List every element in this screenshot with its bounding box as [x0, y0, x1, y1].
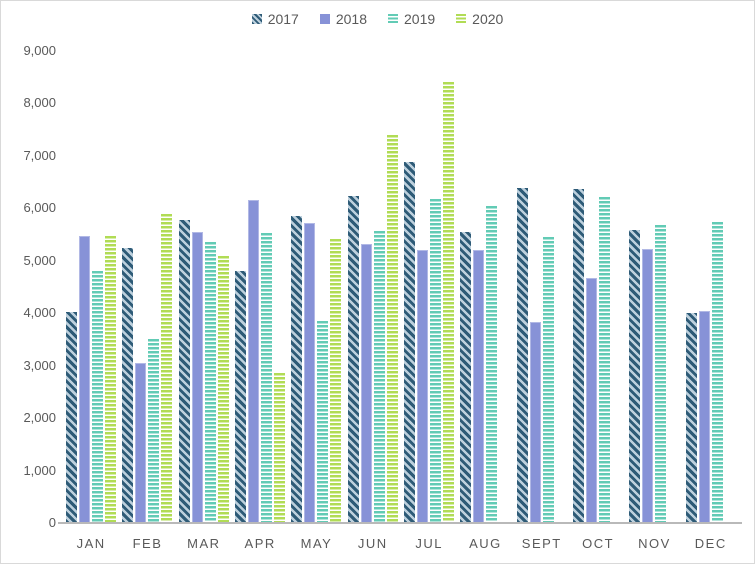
- bar-2020-jun: [386, 134, 398, 523]
- legend-label-2019: 2019: [404, 11, 436, 27]
- bar-group-mar: [176, 51, 232, 523]
- bar-2019-nov: [655, 225, 667, 523]
- legend-item-2020: 2020: [456, 12, 503, 26]
- bar-group-sept: [514, 51, 570, 523]
- bar-2017-may: [291, 216, 303, 523]
- y-tick-label: 8,000: [23, 95, 56, 111]
- y-tick-label: 2,000: [23, 410, 56, 426]
- bar-2019-apr: [261, 232, 273, 523]
- bar-group-apr: [232, 51, 288, 523]
- bar-2020-apr: [274, 372, 286, 523]
- bar-group-oct: [570, 51, 626, 523]
- x-label-jun: JUN: [357, 536, 388, 551]
- bar-2019-jun: [373, 231, 385, 523]
- legend-swatch-2018-icon: [319, 14, 330, 24]
- bar-2017-feb: [122, 248, 134, 523]
- bar-2019-may: [317, 321, 329, 523]
- plot-area: [63, 51, 739, 523]
- x-label-nov: NOV: [638, 536, 671, 551]
- x-label-apr: APR: [244, 536, 276, 551]
- x-label-aug: AUG: [469, 536, 502, 551]
- y-tick-label: 4,000: [23, 305, 56, 321]
- y-tick-label: 0: [48, 515, 56, 530]
- bar-2017-mar: [178, 220, 190, 523]
- legend-label-2017: 2017: [267, 11, 299, 27]
- bar-group-jun: [345, 51, 401, 523]
- bar-group-jul: [401, 51, 457, 523]
- bar-2018-oct: [586, 277, 598, 523]
- x-label-sept: SEPT: [521, 536, 562, 551]
- legend-swatch-2017-icon: [251, 14, 262, 24]
- bar-group-may: [288, 51, 344, 523]
- bar-2018-apr: [248, 200, 260, 523]
- y-tick-label: 1,000: [23, 462, 56, 478]
- bar-2018-jun: [360, 244, 372, 523]
- bar-2019-sept: [542, 237, 554, 523]
- bar-2018-mar: [191, 231, 203, 523]
- bar-2020-jan: [105, 235, 117, 523]
- bar-2019-dec: [711, 221, 723, 523]
- bar-group-nov: [626, 51, 682, 523]
- bar-2017-apr: [235, 271, 247, 523]
- legend-label-2018: 2018: [335, 11, 367, 27]
- bar-2020-jul: [443, 82, 455, 523]
- x-axis-line: [58, 522, 742, 524]
- bar-2020-feb: [161, 213, 173, 523]
- y-tick-label: 3,000: [23, 357, 56, 373]
- bar-2018-nov: [642, 248, 654, 523]
- bar-2017-jan: [66, 311, 78, 523]
- bar-group-aug: [457, 51, 513, 523]
- bar-2017-nov: [629, 229, 641, 523]
- bar-group-dec: [683, 51, 739, 523]
- bar-2017-dec: [685, 312, 697, 523]
- bar-2017-oct: [573, 188, 585, 523]
- y-tick-label: 5,000: [23, 252, 56, 268]
- y-axis: 0 1,000 2,000 3,000 4,000 5,000 6,000 7,000 8,00…: [1, 44, 56, 530]
- x-label-jan: JAN: [76, 536, 106, 551]
- x-axis: JAN FEB MAR APR MAY JUN JUL AUG SEPT OCT NOV DEC: [63, 535, 739, 553]
- x-label-mar: MAR: [187, 536, 221, 551]
- bar-2019-mar: [204, 242, 216, 523]
- bar-2019-jul: [430, 199, 442, 523]
- legend-item-2018: 2018: [319, 11, 367, 27]
- bar-2018-sept: [529, 321, 541, 523]
- y-tick-label: 7,000: [23, 147, 56, 163]
- y-tick-label: 9,000: [23, 43, 56, 58]
- x-label-oct: OCT: [582, 536, 615, 551]
- x-label-dec: DEC: [694, 536, 727, 551]
- bar-2018-feb: [135, 363, 147, 523]
- bar-2018-jul: [417, 250, 429, 523]
- bar-2019-oct: [599, 197, 611, 523]
- legend-item-2017: 2017: [251, 11, 299, 27]
- bar-2017-aug: [460, 232, 472, 523]
- bar-2018-aug: [473, 249, 485, 523]
- x-label-jul: JUL: [415, 536, 443, 551]
- bar-2019-feb: [148, 339, 160, 523]
- bar-2019-jan: [92, 271, 104, 523]
- bar-2018-dec: [698, 310, 710, 523]
- bar-2017-sept: [516, 187, 528, 523]
- y-tick-label: 6,000: [23, 200, 56, 216]
- bar-group-jan: [63, 51, 119, 523]
- legend-label-2020: 2020: [472, 11, 504, 27]
- bar-2017-jun: [347, 196, 359, 523]
- x-label-may: MAY: [300, 536, 333, 551]
- x-label-feb: FEB: [132, 536, 163, 551]
- bar-2020-may: [330, 238, 342, 523]
- bar-2020-mar: [217, 255, 229, 523]
- bar-2019-aug: [486, 206, 498, 523]
- chart-legend: 2017 2018 2019 2020: [1, 12, 754, 26]
- bar-group-feb: [119, 51, 175, 523]
- legend-swatch-2019-icon: [388, 14, 398, 24]
- bar-2018-may: [304, 223, 316, 523]
- bar-2017-jul: [404, 161, 416, 523]
- legend-item-2019: 2019: [388, 12, 435, 26]
- legend-swatch-2020-icon: [456, 14, 467, 24]
- bar-2018-jan: [79, 236, 91, 523]
